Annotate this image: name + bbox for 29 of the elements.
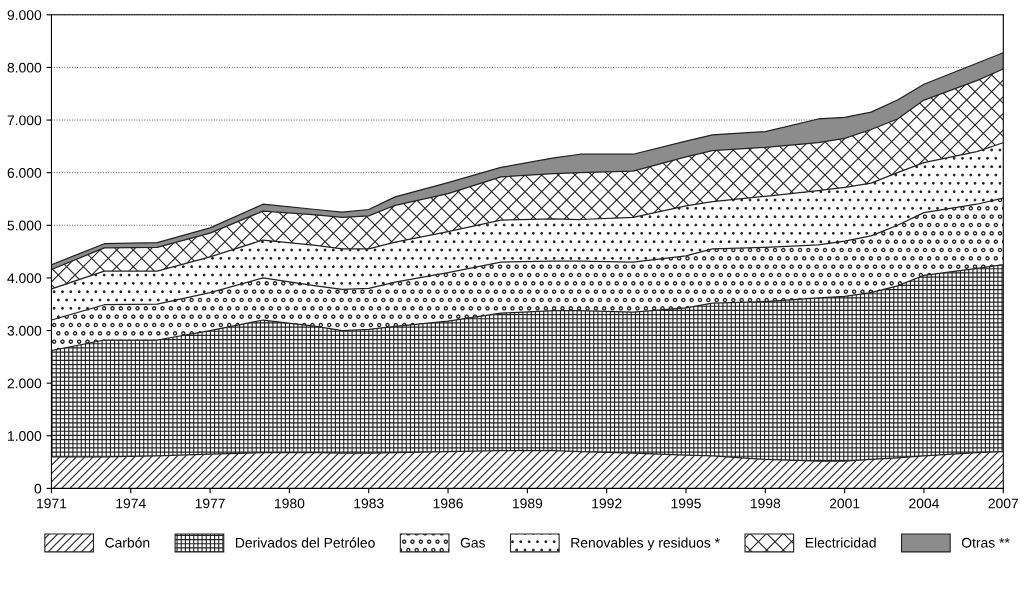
- y-tick-label: 5.000: [7, 220, 42, 231]
- legend-label: Renovables y residuos *: [571, 537, 720, 551]
- x-tick-label: 1983: [354, 498, 384, 509]
- y-tick-label: 2.000: [7, 378, 42, 389]
- y-tick-label: 0: [34, 483, 42, 494]
- y-tick-label: 3.000: [7, 325, 42, 336]
- legend-label: Otras **: [961, 537, 1010, 548]
- x-tick-label: 1992: [592, 498, 622, 509]
- legend-label: Gas: [460, 537, 486, 548]
- x-tick-label: 1989: [512, 498, 543, 509]
- x-tick-label: 2001: [829, 498, 860, 509]
- x-tick-label: 1980: [275, 498, 305, 509]
- y-tick-label: 1.000: [8, 431, 42, 441]
- x-tick-label: 2007: [988, 498, 1019, 509]
- x-tick-label: 1974: [116, 498, 146, 509]
- legend-label: Carbón: [105, 537, 150, 548]
- y-tick-label: 8.000: [7, 62, 42, 73]
- x-tick-label: 1995: [671, 498, 701, 509]
- x-tick-label: 1977: [195, 498, 225, 509]
- x-tick-label: 1971: [37, 498, 67, 509]
- y-tick-label: 9.000: [7, 10, 42, 20]
- x-tick-label: 1998: [750, 498, 781, 509]
- legend-label: Derivados del Petróleo: [235, 537, 375, 548]
- x-tick-label: 2004: [909, 498, 939, 509]
- x-tick-label: 1986: [433, 498, 463, 509]
- y-tick-label: 7.000: [7, 115, 42, 126]
- y-tick-label: 4.000: [7, 273, 42, 284]
- legend-label: Electricidad: [805, 537, 876, 548]
- y-tick-label: 6.000: [7, 168, 42, 178]
